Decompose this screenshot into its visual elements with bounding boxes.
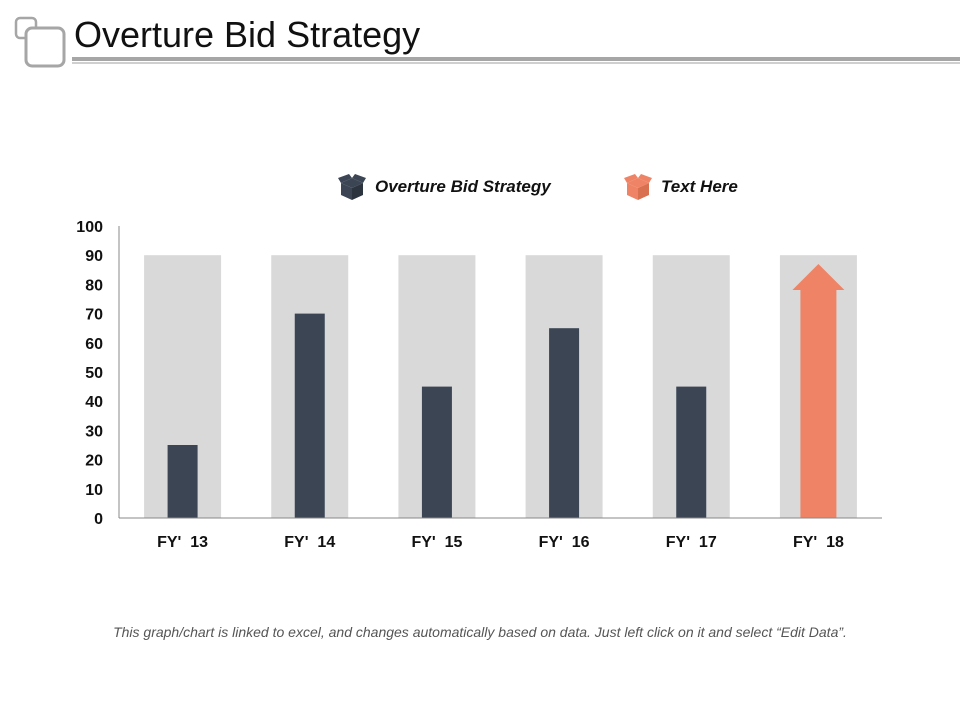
slide-title: Overture Bid Strategy — [74, 14, 421, 55]
y-tick-label: 60 — [85, 336, 103, 353]
y-tick-label: 80 — [85, 277, 103, 294]
y-tick-label: 0 — [94, 511, 103, 528]
highlight-arrow — [792, 263, 845, 518]
box-icon — [338, 174, 366, 200]
y-tick-label: 10 — [85, 482, 103, 499]
slide-logo-icon — [14, 16, 66, 68]
y-tick-label: 50 — [85, 365, 103, 382]
data-bar — [167, 445, 198, 518]
data-bar — [421, 386, 452, 518]
y-tick-label: 40 — [85, 394, 103, 411]
legend-item-series: Overture Bid Strategy — [337, 170, 551, 204]
legend-item-highlight: Text Here — [623, 170, 738, 204]
x-tick-label: FY' 13 — [157, 534, 208, 551]
box-icon — [624, 174, 652, 200]
y-tick-label: 70 — [85, 307, 103, 324]
x-tick-label: FY' 18 — [793, 534, 844, 551]
footnote: This graph/chart is linked to excel, and… — [113, 624, 847, 640]
y-tick-label: 90 — [85, 248, 103, 265]
data-bar — [549, 328, 580, 518]
x-tick-label: FY' 16 — [539, 534, 590, 551]
data-bar — [294, 313, 325, 518]
x-tick-label: FY' 15 — [411, 534, 462, 551]
data-bar — [676, 386, 707, 518]
legend-label: Overture Bid Strategy — [375, 177, 551, 196]
legend-label: Text Here — [661, 177, 738, 196]
y-tick-label: 20 — [85, 453, 103, 470]
x-tick-label: FY' 14 — [284, 534, 335, 551]
y-tick-label: 30 — [85, 423, 103, 440]
y-tick-label: 100 — [76, 219, 103, 236]
x-tick-label: FY' 17 — [666, 534, 717, 551]
title-divider — [72, 57, 960, 65]
